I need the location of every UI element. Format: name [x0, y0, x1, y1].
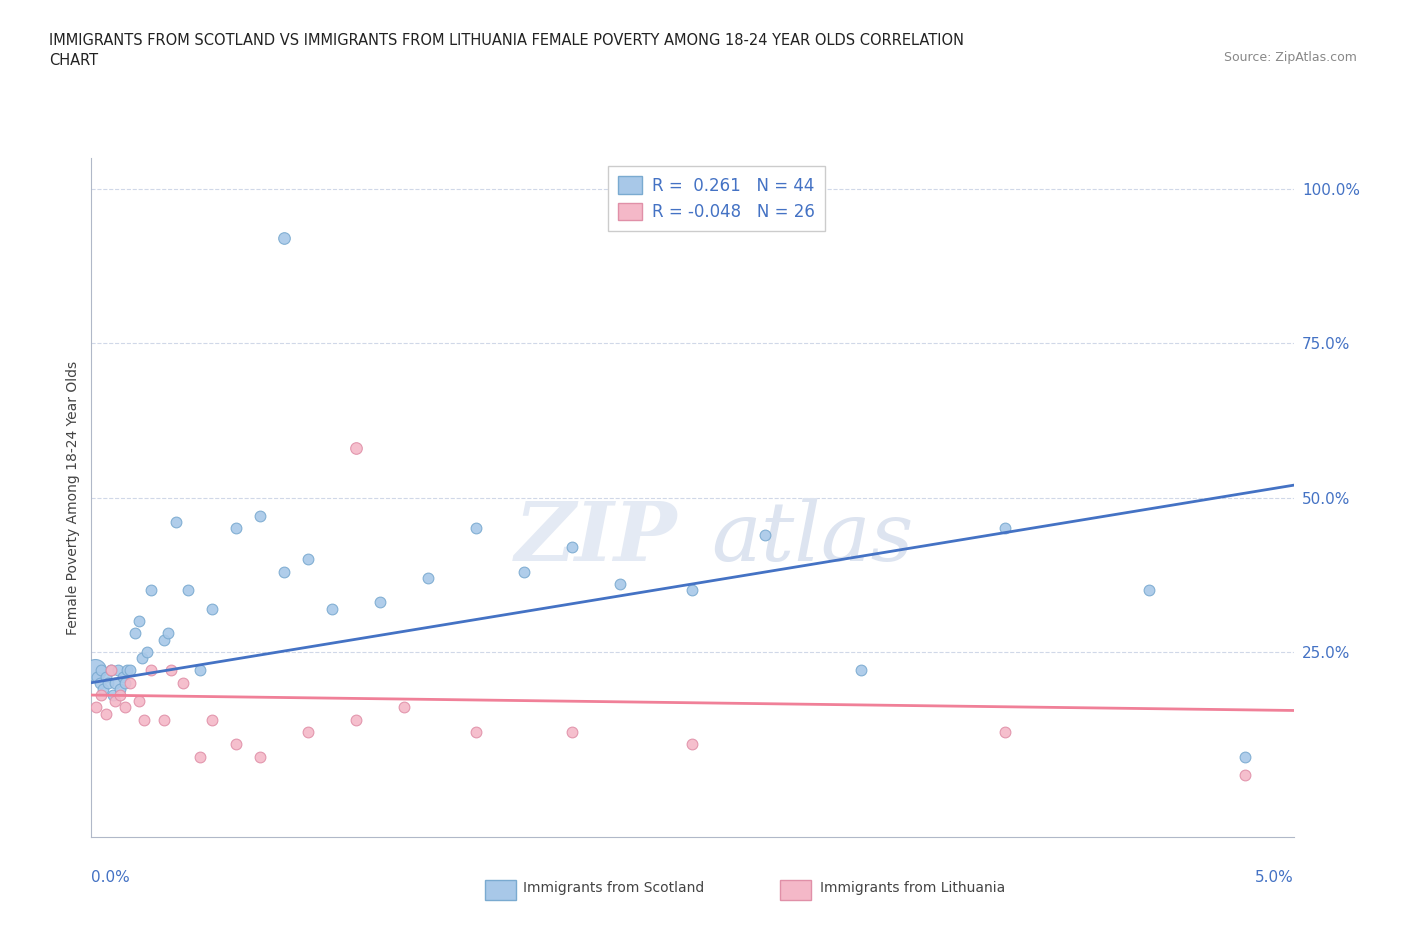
Point — [90, 663, 112, 678]
Point — [110, 687, 132, 702]
Point — [392, 700, 415, 715]
Point — [321, 601, 343, 616]
Point — [176, 583, 198, 598]
Point — [344, 712, 367, 727]
Point — [513, 565, 536, 579]
Point — [124, 626, 146, 641]
Point — [110, 682, 132, 697]
Point — [994, 724, 1017, 739]
Y-axis label: Female Poverty Among 18-24 Year Olds: Female Poverty Among 18-24 Year Olds — [66, 361, 80, 634]
Point — [114, 675, 136, 690]
Point — [134, 712, 156, 727]
Text: Source: ZipAtlas.com: Source: ZipAtlas.com — [1223, 51, 1357, 64]
Point — [135, 644, 157, 659]
Point — [344, 441, 367, 456]
Point — [225, 737, 247, 751]
Point — [97, 675, 120, 690]
Point — [249, 509, 271, 524]
Point — [561, 724, 583, 739]
Point — [609, 577, 631, 591]
Point — [368, 595, 391, 610]
Point — [104, 675, 127, 690]
Point — [561, 539, 583, 554]
Point — [1234, 750, 1257, 764]
Text: CHART: CHART — [49, 53, 98, 68]
Text: atlas: atlas — [711, 498, 914, 578]
Point — [188, 750, 211, 764]
Point — [1137, 583, 1160, 598]
Point — [90, 687, 112, 702]
Point — [994, 521, 1017, 536]
Point — [94, 706, 117, 721]
Text: 0.0%: 0.0% — [91, 870, 131, 884]
Point — [100, 663, 122, 678]
Text: IMMIGRANTS FROM SCOTLAND VS IMMIGRANTS FROM LITHUANIA FEMALE POVERTY AMONG 18-24: IMMIGRANTS FROM SCOTLAND VS IMMIGRANTS F… — [49, 33, 965, 47]
Text: 5.0%: 5.0% — [1254, 870, 1294, 884]
Point — [297, 724, 319, 739]
Point — [104, 694, 127, 709]
Point — [273, 231, 295, 246]
Point — [128, 614, 150, 629]
Text: ZIP: ZIP — [515, 498, 678, 578]
Point — [165, 515, 187, 530]
Point — [114, 700, 136, 715]
Point — [86, 669, 108, 684]
Point — [681, 583, 703, 598]
Point — [107, 663, 129, 678]
Point — [111, 669, 134, 684]
Point — [172, 675, 194, 690]
Point — [754, 527, 776, 542]
Point — [681, 737, 703, 751]
Legend: R =  0.261   N = 44, R = -0.048   N = 26: R = 0.261 N = 44, R = -0.048 N = 26 — [609, 166, 824, 231]
Point — [465, 521, 488, 536]
Point — [141, 663, 163, 678]
Point — [152, 632, 174, 647]
Point — [225, 521, 247, 536]
Point — [273, 565, 295, 579]
Point — [84, 663, 107, 678]
Point — [188, 663, 211, 678]
Point — [84, 700, 107, 715]
Text: Immigrants from Lithuania: Immigrants from Lithuania — [820, 881, 1005, 895]
Point — [157, 626, 180, 641]
Point — [201, 712, 224, 727]
Point — [159, 663, 181, 678]
Point — [201, 601, 224, 616]
Point — [141, 583, 163, 598]
Point — [849, 663, 872, 678]
Point — [118, 663, 141, 678]
Point — [117, 663, 139, 678]
Text: Immigrants from Scotland: Immigrants from Scotland — [523, 881, 704, 895]
Point — [100, 663, 122, 678]
Point — [101, 687, 124, 702]
Point — [416, 570, 439, 585]
Point — [94, 669, 117, 684]
Point — [93, 682, 115, 697]
Point — [118, 675, 141, 690]
Point — [249, 750, 271, 764]
Point — [465, 724, 488, 739]
Point — [297, 551, 319, 566]
Point — [131, 651, 153, 666]
Point — [128, 694, 150, 709]
Point — [1234, 768, 1257, 783]
Point — [152, 712, 174, 727]
Point — [89, 675, 111, 690]
